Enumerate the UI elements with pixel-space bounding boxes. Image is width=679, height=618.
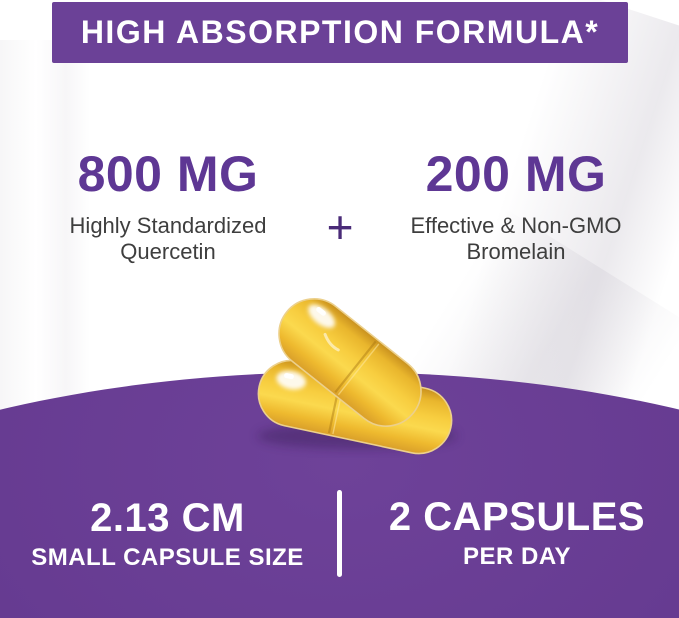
quercetin-dose: 800 MG: [77, 146, 259, 202]
quercetin-stat: 800 MG Highly Standardized Quercetin: [38, 148, 298, 265]
bromelain-stat: 200 MG Effective & Non-GMO Bromelain: [385, 148, 647, 265]
banner: HIGH ABSORPTION FORMULA*: [52, 2, 628, 63]
bromelain-desc-line2: Bromelain: [466, 239, 566, 264]
quercetin-description: Highly Standardized Quercetin: [38, 213, 298, 265]
daily-dose-value: 2 CAPSULES: [388, 495, 646, 539]
bromelain-desc-line1: Effective & Non-GMO: [410, 213, 622, 238]
daily-dose-label: PER DAY: [463, 543, 571, 570]
footer-divider: [337, 490, 342, 577]
bromelain-dose: 200 MG: [425, 146, 607, 202]
capsule-size-label: SMALL CAPSULE SIZE: [31, 544, 304, 571]
capsules-image: [257, 298, 457, 455]
banner-title: HIGH ABSORPTION FORMULA*: [80, 14, 600, 50]
quercetin-desc-line2: Quercetin: [120, 239, 216, 264]
bromelain-description: Effective & Non-GMO Bromelain: [385, 213, 647, 265]
daily-dose-stat: 2 CAPSULES PER DAY: [372, 496, 662, 570]
quercetin-desc-line1: Highly Standardized: [69, 213, 267, 238]
capsule-size-value: 2.13 CM: [90, 496, 245, 540]
capsule-size-stat: 2.13 CM SMALL CAPSULE SIZE: [25, 497, 310, 571]
plus-icon: +: [326, 201, 354, 253]
